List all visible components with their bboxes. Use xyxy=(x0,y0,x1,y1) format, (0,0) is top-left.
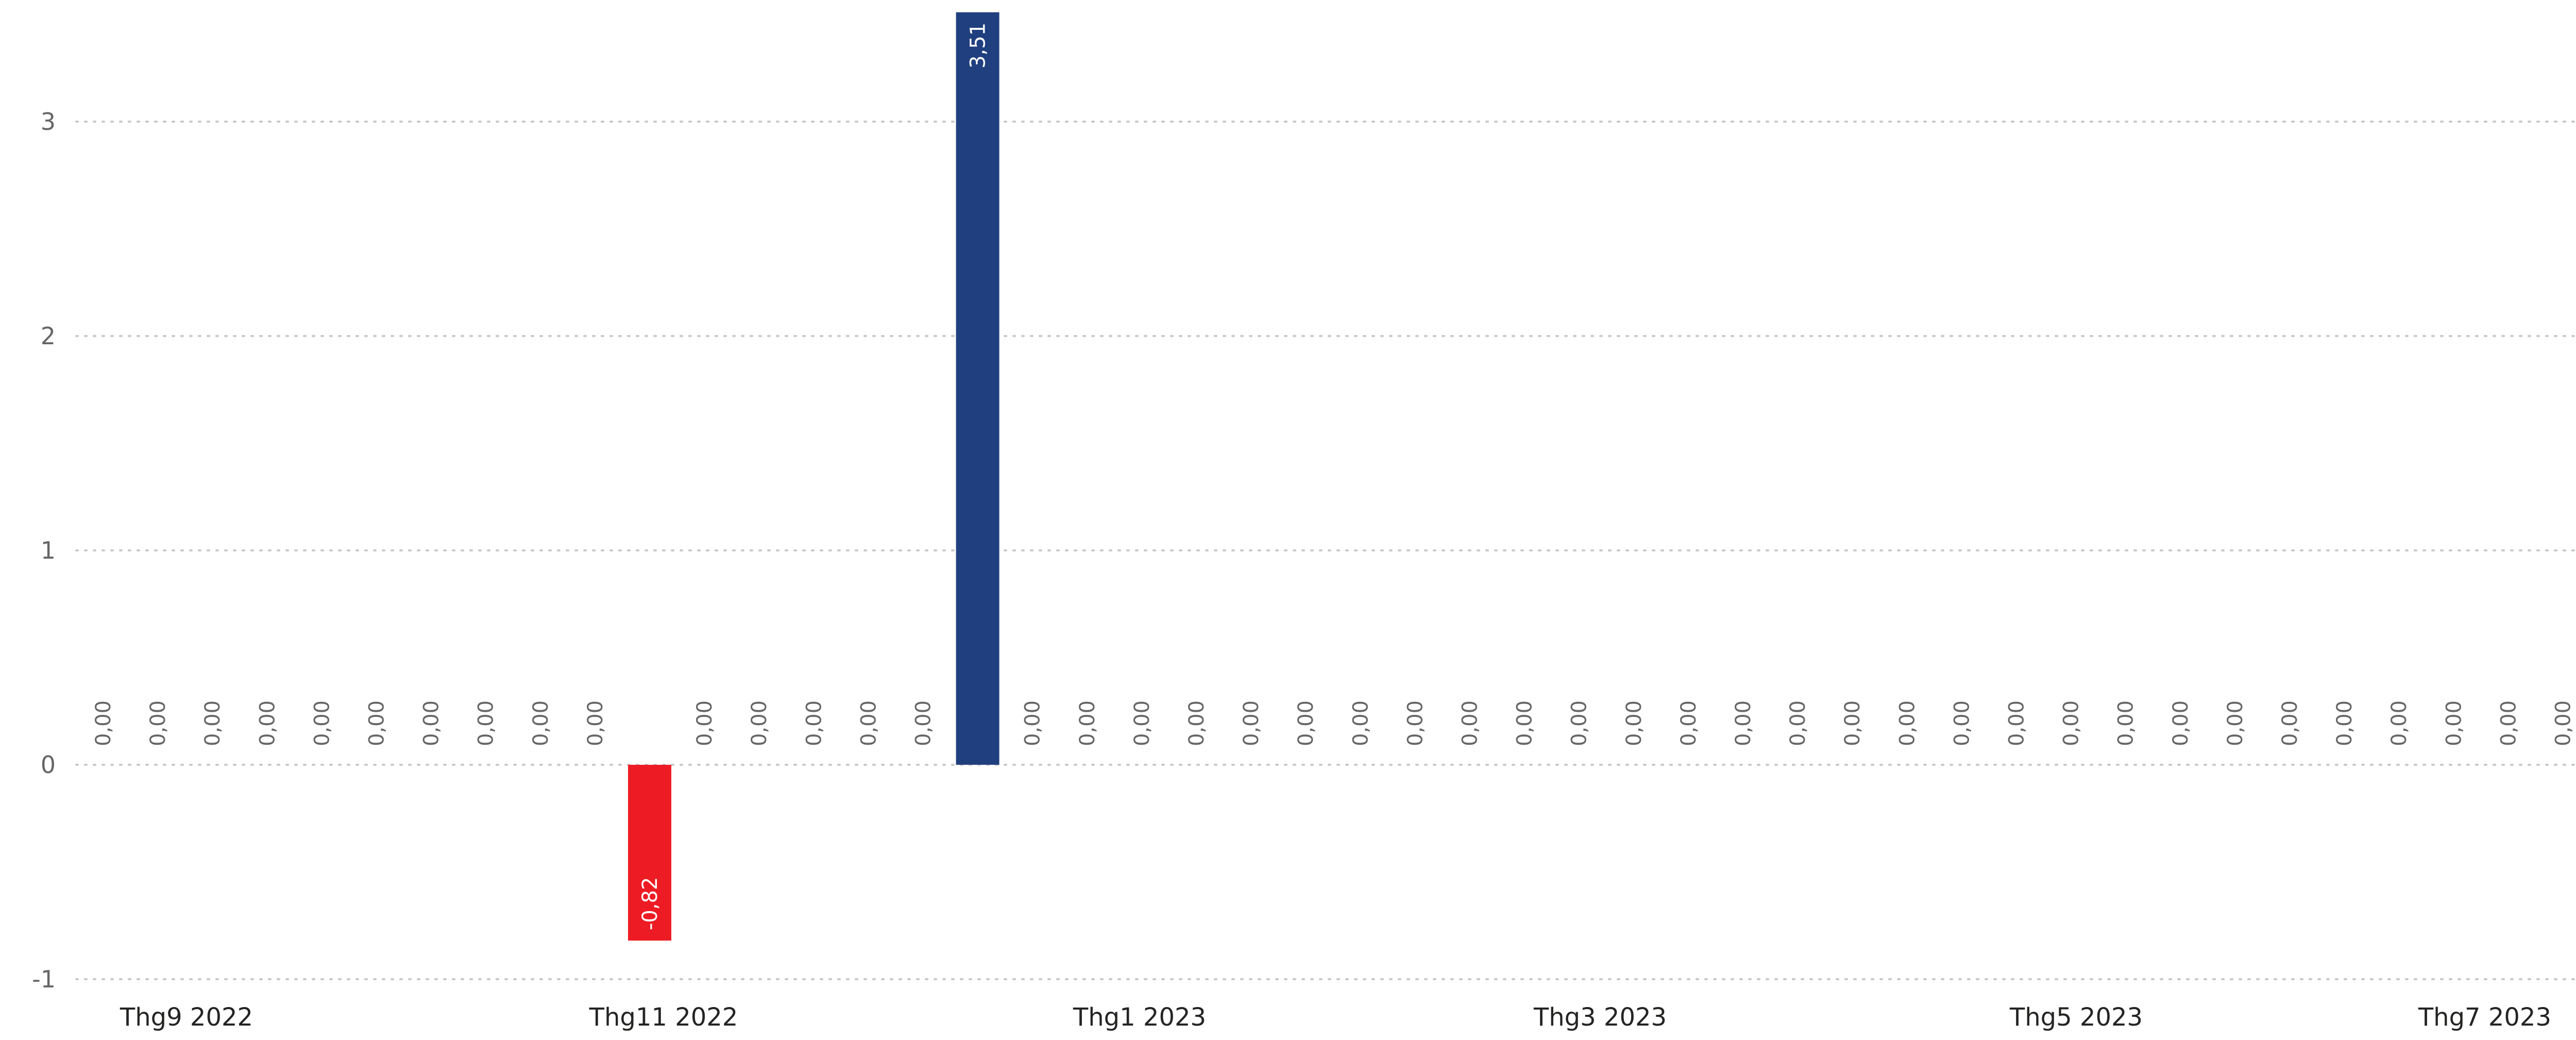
data-label: 0,00 xyxy=(1895,700,1919,746)
data-label: 0,00 xyxy=(2114,700,2138,746)
data-label: 0,00 xyxy=(1841,700,1865,746)
data-label: 0,00 xyxy=(748,700,771,746)
data-label: 0,00 xyxy=(2278,700,2302,746)
y-tick-label: 1 xyxy=(41,536,56,564)
bars xyxy=(628,12,999,941)
data-label: 0,00 xyxy=(474,700,498,746)
data-label: 0,00 xyxy=(1130,700,1154,746)
data-label: 0,00 xyxy=(2333,700,2357,746)
data-label: 0,00 xyxy=(2224,700,2247,746)
y-tick-label: 2 xyxy=(41,322,56,350)
data-label: 0,00 xyxy=(201,700,225,746)
y-axis: -1 0 1 2 3 xyxy=(32,108,56,993)
x-tick-label: Thg9 2022 xyxy=(120,1003,253,1032)
data-label: 0,00 xyxy=(365,700,389,746)
data-label: 0,00 xyxy=(1240,700,1263,746)
gridlines xyxy=(75,121,2576,980)
x-tick-label: Thg11 2022 xyxy=(589,1003,738,1032)
data-label: 0,00 xyxy=(1622,700,1646,746)
y-tick-label: -1 xyxy=(32,965,56,993)
data-label: 0,00 xyxy=(857,700,880,746)
data-label: 0,00 xyxy=(802,700,826,746)
data-label: 3,51 xyxy=(967,23,990,69)
x-tick-label: Thg7 2023 xyxy=(2418,1003,2551,1032)
data-label: 0,00 xyxy=(1950,700,1974,746)
data-label: 0,00 xyxy=(1786,700,1810,746)
x-tick-label: Thg3 2023 xyxy=(1533,1003,1667,1032)
data-label: 0,00 xyxy=(146,700,170,746)
data-label: 0,00 xyxy=(912,700,936,746)
data-label: 0,00 xyxy=(2552,700,2575,746)
data-label: 0,00 xyxy=(1459,700,1482,746)
data-label: 0,00 xyxy=(1185,700,1209,746)
x-tick-label: Thg1 2023 xyxy=(1073,1003,1206,1032)
data-label: 0,00 xyxy=(1349,700,1372,746)
data-label: 0,00 xyxy=(1076,700,1099,746)
data-label: 0,00 xyxy=(2442,700,2466,746)
data-label: 0,00 xyxy=(529,700,553,746)
data-label: 0,00 xyxy=(1513,700,1537,746)
x-tick-label: Thg5 2023 xyxy=(2009,1003,2143,1032)
data-label: 0,00 xyxy=(2497,700,2520,746)
data-label: 0,00 xyxy=(92,700,115,746)
data-label: 0,00 xyxy=(256,700,279,746)
data-label: 0,00 xyxy=(584,700,607,746)
data-label: 0,00 xyxy=(1294,700,1318,746)
data-label: 0,00 xyxy=(1021,700,1045,746)
data-label: 0,00 xyxy=(1677,700,1701,746)
data-labels: 0,00 0,00 0,00 0,00 0,00 0,00 0,00 0,00 0,00 0,00… xyxy=(92,23,2575,930)
y-tick-label: 0 xyxy=(41,751,56,779)
data-label: 0,00 xyxy=(693,700,717,746)
data-label: 0,00 xyxy=(2387,700,2411,746)
data-label: 0,00 xyxy=(420,700,444,746)
data-label: 0,00 xyxy=(1568,700,1591,746)
data-label: 0,00 xyxy=(2005,700,2029,746)
bar xyxy=(956,12,999,765)
data-label: 0,00 xyxy=(310,700,334,746)
data-label: 0,00 xyxy=(1732,700,1755,746)
y-tick-label: 3 xyxy=(41,108,56,136)
data-label: 0,00 xyxy=(2169,700,2193,746)
data-label: 0,00 xyxy=(2060,700,2083,746)
x-axis: Thg9 2022 Thg11 2022 Thg1 2023 Thg3 2023 Thg… xyxy=(120,1003,2551,1032)
bar xyxy=(628,765,671,941)
data-label: 0,00 xyxy=(1403,700,1427,746)
data-label: -0,82 xyxy=(638,877,662,931)
